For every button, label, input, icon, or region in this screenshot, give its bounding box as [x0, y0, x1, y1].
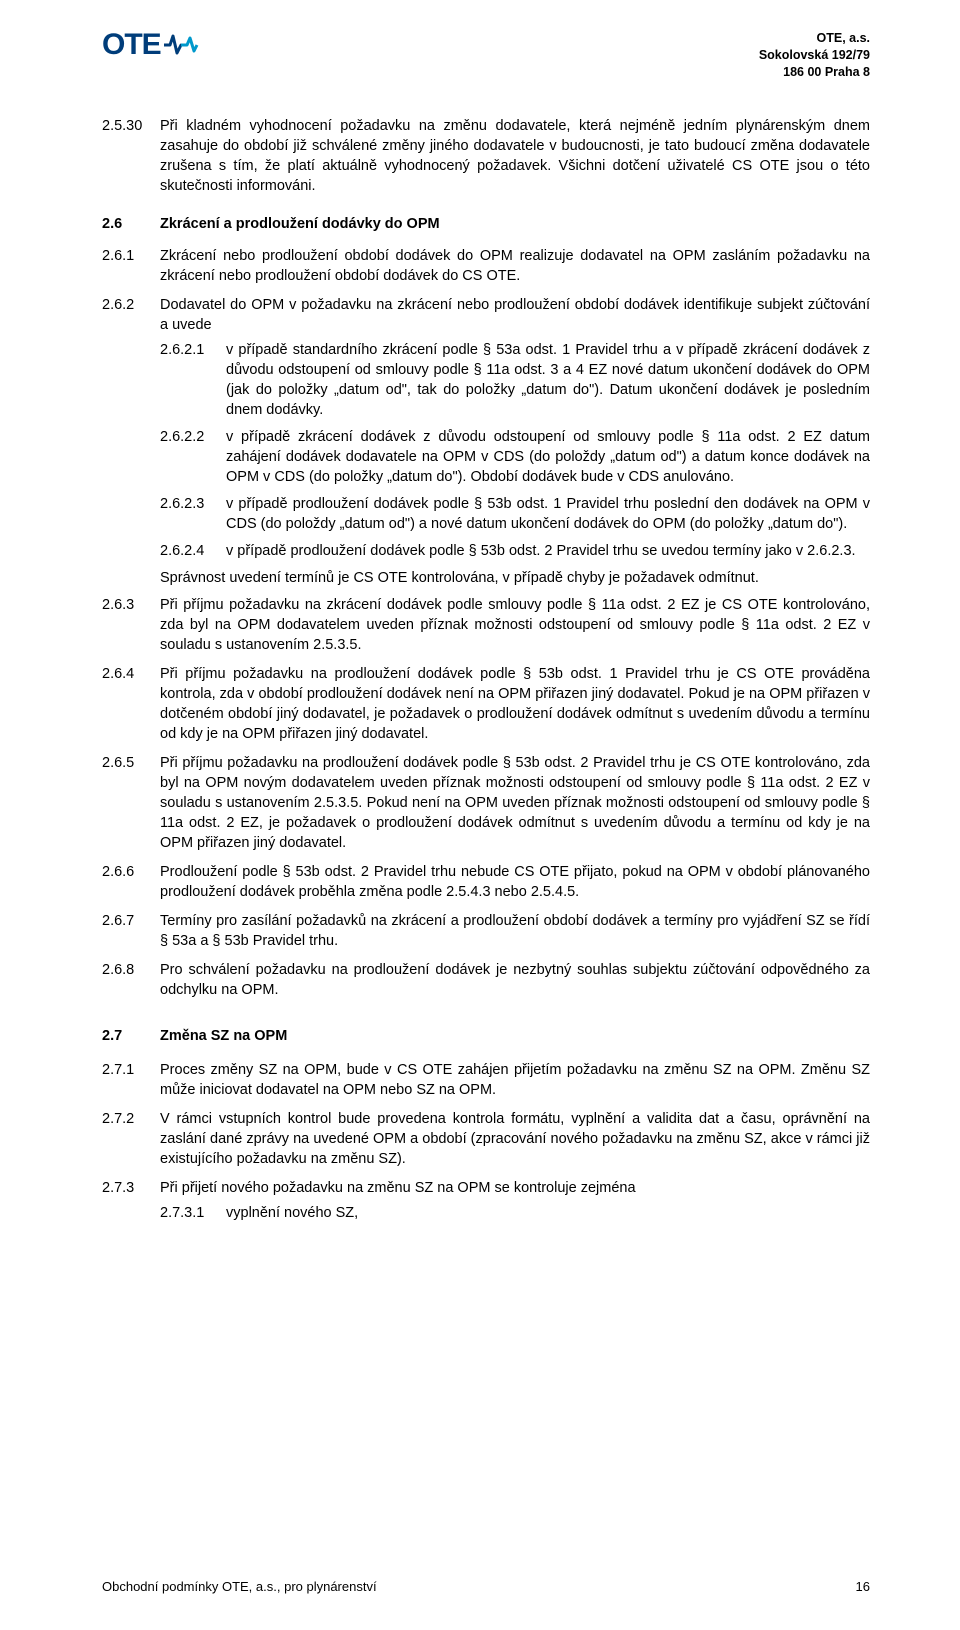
para-text: Při příjmu požadavku na prodloužení dodá…	[160, 664, 870, 744]
sub-text: v případě standardního zkrácení podle § …	[226, 340, 870, 420]
page-number: 16	[736, 1579, 870, 1594]
paragraph: 2.6.5 Při příjmu požadavku na prodloužen…	[102, 753, 870, 853]
paragraph: 2.7.1 Proces změny SZ na OPM, bude v CS …	[102, 1060, 870, 1100]
para-text: Termíny pro zasílání požadavků na zkráce…	[160, 911, 870, 951]
sub-number: 2.6.2.1	[160, 340, 226, 420]
paragraph: 2.6.1 Zkrácení nebo prodloužení období d…	[102, 246, 870, 286]
para-number: 2.7.2	[102, 1109, 160, 1169]
sub-paragraph: 2.6.2.2 v případě zkrácení dodávek z dův…	[160, 427, 870, 487]
para-text: Pro schválení požadavku na prodloužení d…	[160, 960, 870, 1000]
para-number: 2.6.7	[102, 911, 160, 951]
paragraph: 2.7.3 Při přijetí nového požadavku na zm…	[102, 1178, 870, 1198]
para-number: 2.6.2	[102, 295, 160, 335]
para-text: Při příjmu požadavku na prodloužení dodá…	[160, 753, 870, 853]
logo: OTE	[102, 28, 199, 62]
para-number: 2.6.4	[102, 664, 160, 744]
heading-number: 2.7	[102, 1026, 160, 1046]
sub-number: 2.6.2.2	[160, 427, 226, 487]
para-number: 2.6.3	[102, 595, 160, 655]
para-number: 2.6.6	[102, 862, 160, 902]
heading-text: Zkrácení a prodloužení dodávky do OPM	[160, 214, 440, 234]
para-text: Při příjmu požadavku na zkrácení dodávek…	[160, 595, 870, 655]
paragraph: 2.6.8 Pro schválení požadavku na prodlou…	[102, 960, 870, 1000]
para-number: 2.7.1	[102, 1060, 160, 1100]
sub-text: vyplnění nového SZ,	[226, 1203, 870, 1223]
sub-text: v případě prodloužení dodávek podle § 53…	[226, 494, 870, 534]
paragraph: 2.5.30 Při kladném vyhodnocení požadavku…	[102, 116, 870, 196]
para-text: Prodloužení podle § 53b odst. 2 Pravidel…	[160, 862, 870, 902]
paragraph: 2.7.2 V rámci vstupních kontrol bude pro…	[102, 1109, 870, 1169]
section-heading: 2.7 Změna SZ na OPM	[102, 1026, 870, 1046]
sub-text: v případě zkrácení dodávek z důvodu odst…	[226, 427, 870, 487]
sub-number: 2.6.2.4	[160, 541, 226, 561]
sub-number: 2.6.2.3	[160, 494, 226, 534]
para-number: 2.6.5	[102, 753, 160, 853]
para-text: V rámci vstupních kontrol bude provedena…	[160, 1109, 870, 1169]
para-number: 2.6.8	[102, 960, 160, 1000]
para-number: 2.5.30	[102, 116, 160, 196]
paragraph: 2.6.7 Termíny pro zasílání požadavků na …	[102, 911, 870, 951]
para-text: Při kladném vyhodnocení požadavku na změ…	[160, 116, 870, 196]
header-city: 186 00 Praha 8	[759, 64, 870, 81]
sub-text: Správnost uvedení termínů je CS OTE kont…	[160, 568, 870, 588]
header-address: OTE, a.s. Sokolovská 192/79 186 00 Praha…	[759, 30, 870, 81]
sub-paragraph: 2.6.2.3 v případě prodloužení dodávek po…	[160, 494, 870, 534]
page-footer: Obchodní podmínky OTE, a.s., pro plynáre…	[102, 1579, 870, 1594]
para-text: Při přijetí nového požadavku na změnu SZ…	[160, 1178, 870, 1198]
sub-paragraph: 2.7.3.1 vyplnění nového SZ,	[160, 1203, 870, 1223]
sub-paragraph: 2.6.2.4 v případě prodloužení dodávek po…	[160, 541, 870, 561]
footer-text: Obchodní podmínky OTE, a.s., pro plynáre…	[102, 1579, 736, 1594]
paragraph: 2.6.3 Při příjmu požadavku na zkrácení d…	[102, 595, 870, 655]
document-body: 2.5.30 Při kladném vyhodnocení požadavku…	[102, 48, 870, 1223]
paragraph: 2.6.2 Dodavatel do OPM v požadavku na zk…	[102, 295, 870, 335]
section-heading: 2.6 Zkrácení a prodloužení dodávky do OP…	[102, 214, 870, 234]
sub-text: v případě prodloužení dodávek podle § 53…	[226, 541, 870, 561]
header-company: OTE, a.s.	[759, 30, 870, 47]
logo-text: OTE	[102, 28, 161, 62]
para-number: 2.6.1	[102, 246, 160, 286]
sub-paragraph: 2.6.2.1 v případě standardního zkrácení …	[160, 340, 870, 420]
para-text: Zkrácení nebo prodloužení období dodávek…	[160, 246, 870, 286]
sub-number: 2.7.3.1	[160, 1203, 226, 1223]
heading-text: Změna SZ na OPM	[160, 1026, 287, 1046]
paragraph: 2.6.4 Při příjmu požadavku na prodloužen…	[102, 664, 870, 744]
para-number: 2.7.3	[102, 1178, 160, 1198]
sub-paragraph-tail: Správnost uvedení termínů je CS OTE kont…	[160, 568, 870, 588]
para-text: Dodavatel do OPM v požadavku na zkrácení…	[160, 295, 870, 335]
paragraph: 2.6.6 Prodloužení podle § 53b odst. 2 Pr…	[102, 862, 870, 902]
para-text: Proces změny SZ na OPM, bude v CS OTE za…	[160, 1060, 870, 1100]
header-street: Sokolovská 192/79	[759, 47, 870, 64]
logo-wave-icon	[163, 31, 199, 59]
heading-number: 2.6	[102, 214, 160, 234]
